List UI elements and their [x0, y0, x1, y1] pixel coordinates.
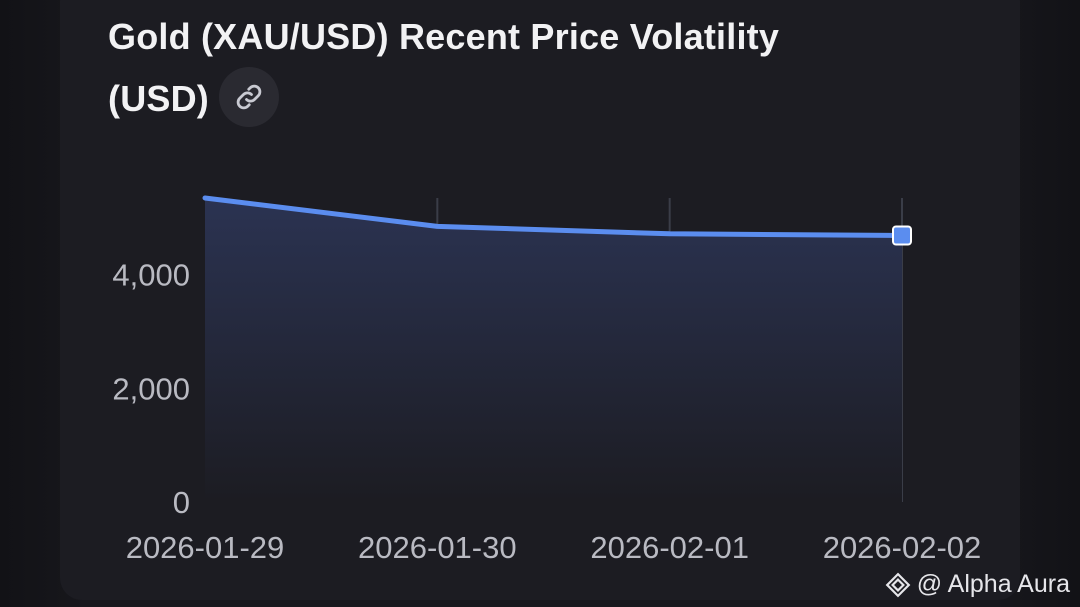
diamond-logo-icon [885, 572, 911, 597]
y-tick-label: 2,000 [112, 371, 190, 406]
chart-title-text: Gold (XAU/USD) Recent Price Volatility (… [108, 16, 780, 119]
link-icon [236, 85, 262, 110]
data-points [892, 225, 912, 246]
y-tick-label: 4,000 [112, 258, 190, 293]
x-tick-label: 2026-02-01 [590, 530, 749, 565]
x-axis-ticks: 2026-01-29 2026-01-30 2026-02-01 2026-02-02 [126, 530, 982, 565]
copy-link-button[interactable] [218, 67, 279, 128]
x-tick-label: 2026-01-29 [126, 530, 285, 565]
x-tick-label: 2026-02-02 [823, 530, 982, 565]
y-tick-label: 0 [173, 485, 190, 520]
watermark-credit: @ Alpha Aura [916, 570, 1070, 598]
x-tick-label: 2026-01-30 [358, 530, 517, 565]
watermark: @ Alpha Aura [885, 570, 1070, 599]
chart-title: Gold (XAU/USD) Recent Price Volatility (… [108, 6, 868, 131]
y-axis-ticks: 0 2,000 4,000 [112, 258, 190, 520]
price-area-fill [205, 198, 902, 502]
price-line [202, 195, 905, 238]
data-point-2026-02-02[interactable] [892, 225, 912, 246]
